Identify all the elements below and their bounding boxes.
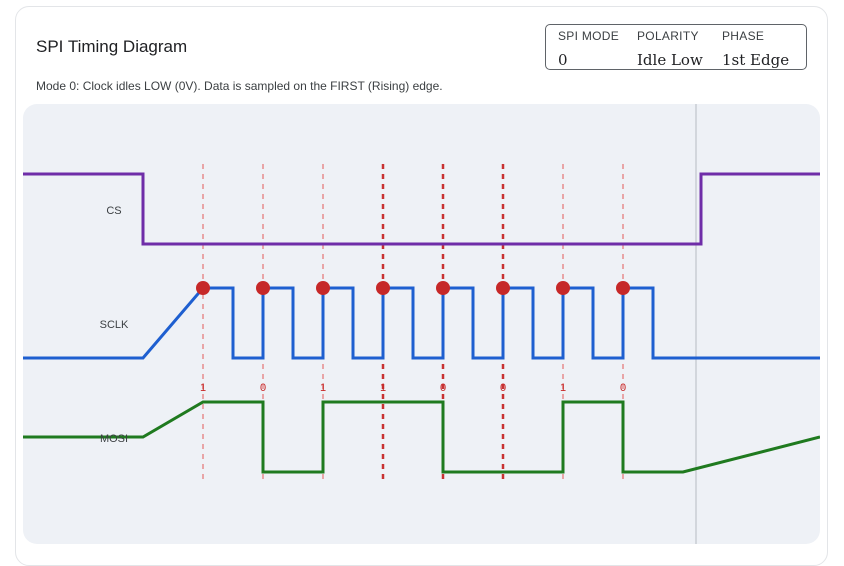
phase-value: 1st Edge — [722, 51, 790, 69]
sample-marker-1 — [196, 281, 210, 295]
spi-mode-label: SPI MODE — [558, 29, 620, 43]
sample-marker-4 — [376, 281, 390, 295]
bit-label-4: 1 — [380, 382, 386, 394]
sclk-signal-line — [23, 286, 820, 360]
sample-marker-5 — [436, 281, 450, 295]
mode-description: Mode 0: Clock idles LOW (0V). Data is sa… — [36, 79, 443, 93]
bit-label-3: 1 — [320, 382, 326, 394]
spi-mode-value: 0 — [558, 51, 568, 69]
signal-label-sclk: SCLK — [100, 319, 129, 331]
mosi-signal-line — [23, 400, 820, 474]
phase-label: PHASE — [722, 29, 765, 43]
timing-plot-area[interactable]: 1 0 1 1 0 0 1 0 CS SCLK MOSI — [23, 104, 820, 544]
bit-label-7: 1 — [560, 382, 566, 394]
bit-label-6: 0 — [500, 382, 506, 394]
page-title: SPI Timing Diagram — [36, 37, 188, 56]
polarity-value: Idle Low — [637, 51, 703, 69]
bit-label-1: 1 — [200, 382, 206, 394]
signal-label-mosi: MOSI — [100, 433, 128, 445]
polarity-label: POLARITY — [637, 29, 699, 43]
timing-diagram-svg: 1 0 1 1 0 0 1 0 CS SCLK MOSI — [23, 104, 820, 544]
sample-marker-6 — [496, 281, 510, 295]
sample-marker-2 — [256, 281, 270, 295]
cs-signal-line — [23, 172, 820, 246]
sample-marker-7 — [556, 281, 570, 295]
sample-marker-3 — [316, 281, 330, 295]
mode-info-panel: SPI MODE POLARITY PHASE 0 Idle Low 1st E… — [545, 24, 807, 70]
sample-marker-8 — [616, 281, 630, 295]
bit-label-5: 0 — [440, 382, 446, 394]
signal-label-cs: CS — [106, 205, 121, 217]
bit-label-2: 0 — [260, 382, 266, 394]
bit-label-8: 0 — [620, 382, 626, 394]
